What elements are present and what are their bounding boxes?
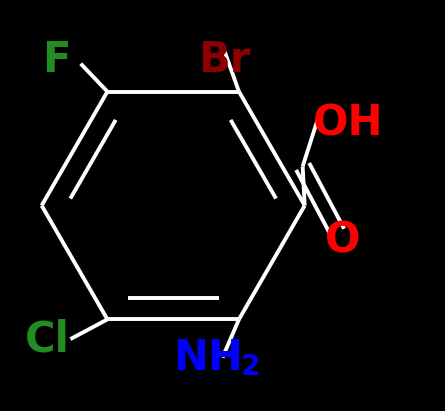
Text: F: F: [42, 39, 70, 81]
Text: OH: OH: [313, 102, 384, 144]
Text: O: O: [325, 219, 361, 261]
Text: Br: Br: [198, 39, 250, 81]
Text: NH: NH: [173, 337, 243, 379]
Text: 2: 2: [241, 353, 260, 381]
Text: Cl: Cl: [25, 318, 70, 360]
